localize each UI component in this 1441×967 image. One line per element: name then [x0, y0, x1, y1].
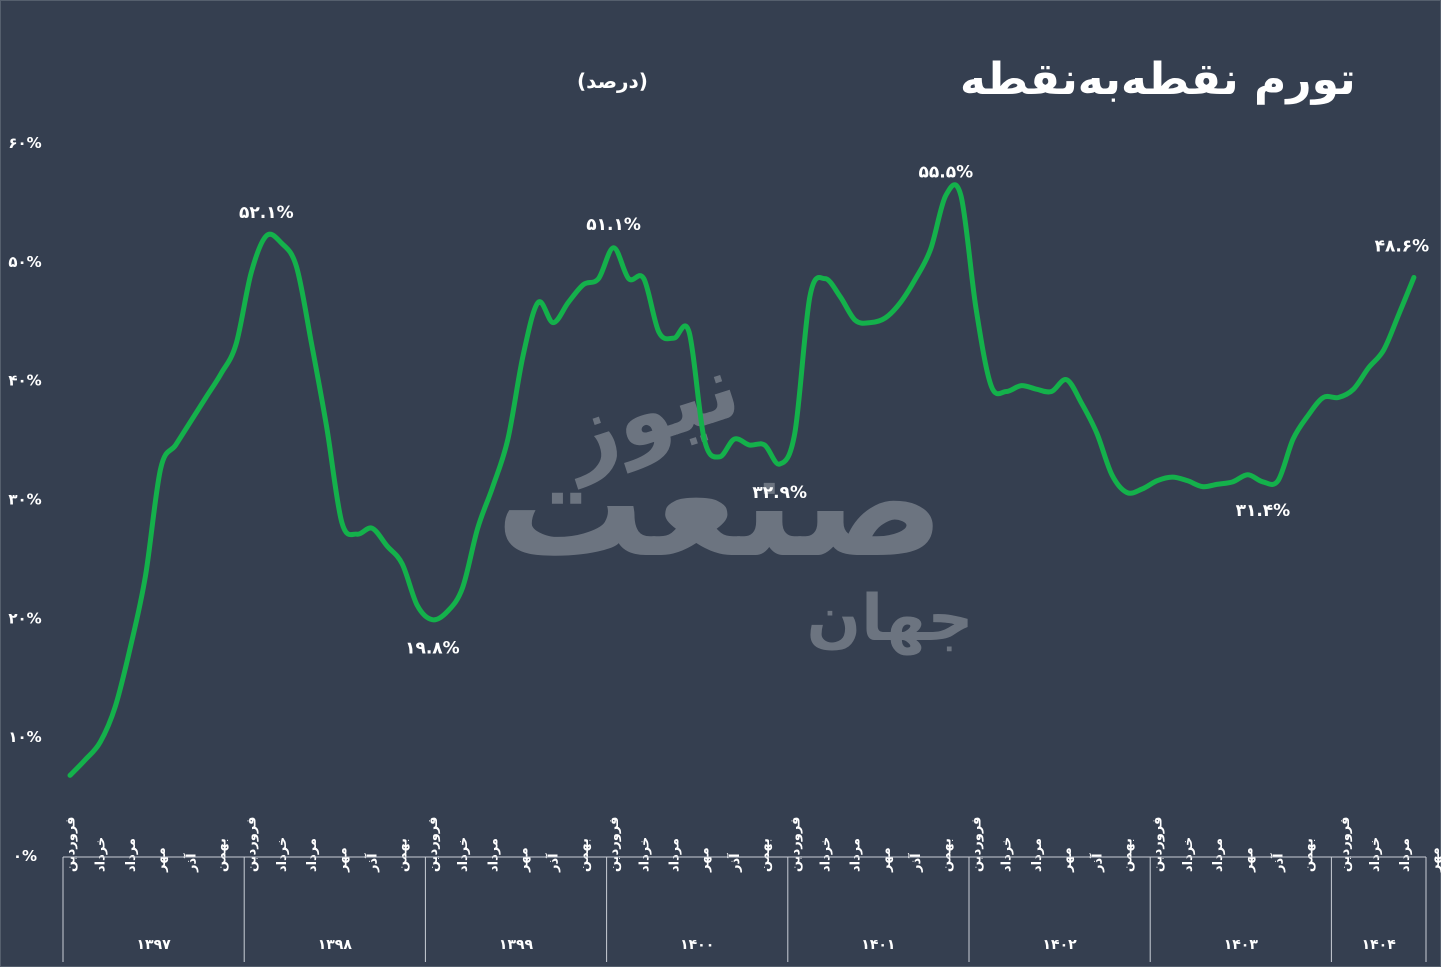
x-month-label: آذر [545, 853, 562, 873]
data-label: ۵۲.۱% [239, 203, 294, 223]
chart-title: تورم نقطه‌به‌نقطه [960, 54, 1356, 105]
x-month-label: بهمن [577, 838, 592, 872]
data-label: ۱۹.۸% [405, 639, 460, 659]
x-month-label: مرداد [124, 838, 139, 872]
x-month-label: مهر [1428, 847, 1441, 873]
x-month-label: خرداد [1000, 837, 1015, 872]
x-month-label: بهمن [939, 838, 954, 872]
x-month-label: مرداد [1398, 838, 1413, 872]
x-month-label: بهمن [1302, 838, 1317, 872]
x-year-label: ۱۴۰۴ [1362, 937, 1397, 953]
x-year-label: ۱۴۰۰ [680, 937, 714, 953]
x-month-label: آذر [1088, 853, 1105, 873]
x-year-label: ۱۴۰۳ [1224, 937, 1259, 953]
y-tick-label: ۲۰% [8, 609, 41, 627]
x-month-label: مهر [698, 847, 713, 873]
x-year-label: ۱۳۹۹ [499, 937, 534, 953]
x-month-label: خرداد [456, 837, 471, 872]
data-label: ۳۲.۹% [752, 483, 807, 503]
x-month-label: آذر [907, 853, 924, 873]
series-line [67, 182, 1417, 778]
x-month-label: مهر [154, 847, 169, 873]
chart-subtitle: (درصد) [577, 69, 648, 93]
x-month-label: خرداد [1368, 837, 1383, 872]
x-month-label: مرداد [486, 838, 501, 872]
x-month-label: فروردین [788, 817, 803, 872]
y-axis: ۰% ۱۰% ۲۰% ۳۰% ۴۰% ۵۰% ۶۰% [8, 134, 41, 865]
x-month-label: فروردین [607, 817, 622, 872]
x-month-label: مرداد [1211, 838, 1226, 872]
x-month-label: خرداد [275, 837, 290, 872]
x-year-label: ۱۳۹۸ [318, 937, 353, 953]
x-year-label: ۱۴۰۲ [1043, 937, 1078, 953]
data-label: ۴۸.۶% [1375, 236, 1430, 256]
x-year-label: ۱۴۰۱ [861, 937, 895, 953]
x-month-label: فروردین [970, 817, 985, 872]
x-month-label: مهر [1060, 847, 1075, 873]
watermark-word-2: صنعت [495, 417, 945, 591]
x-month-label: خرداد [1181, 837, 1196, 872]
x-month-label: مرداد [1030, 838, 1045, 872]
x-month-label: بهمن [758, 838, 773, 872]
x-month-label: خرداد [819, 837, 834, 872]
data-label: ۵۱.۱% [586, 215, 641, 235]
x-month-label: آذر [1270, 853, 1287, 873]
x-axis: فروردین خرداد مرداد مهر آذر بهمن ۱۳۹۷ فروردین خر… [62, 817, 1441, 962]
x-month-label: آذر [364, 853, 381, 873]
y-tick-label: ۴۰% [8, 372, 41, 390]
x-month-label: خرداد [637, 837, 652, 872]
x-month-label: فروردین [426, 817, 441, 872]
x-month-label: بهمن [1121, 838, 1136, 872]
x-month-label: مهر [517, 847, 532, 873]
x-month-label: آذر [726, 853, 743, 873]
series-group [67, 182, 1417, 778]
x-month-label: بهمن [396, 838, 411, 872]
data-label: ۳۱.۴% [1236, 501, 1291, 521]
x-month-label: فروردین [245, 817, 260, 872]
y-tick-label: ۶۰% [8, 134, 41, 152]
x-year-label: ۱۳۹۷ [137, 937, 172, 953]
x-month-label: بهمن [215, 838, 230, 872]
y-tick-label: ۰% [13, 847, 37, 865]
x-month-label: آذر [182, 853, 199, 873]
y-tick-label: ۳۰% [8, 491, 41, 509]
data-label: ۵۵.۵% [918, 162, 973, 182]
x-month-label: مرداد [305, 838, 320, 872]
x-month-label: مرداد [849, 838, 864, 872]
y-tick-label: ۵۰% [8, 253, 41, 271]
data-labels: ۵۲.۱% ۱۹.۸% ۵۱.۱% ۳۲.۹% ۵۵.۵% ۳۱.۴% ۴۸.۶% [239, 162, 1429, 658]
watermark-word-3: جهان [806, 582, 973, 656]
x-month-label: مهر [335, 847, 350, 873]
x-month-label: فروردین [1151, 817, 1166, 872]
x-month-label: مهر [879, 847, 894, 873]
x-month-label: فروردین [1338, 817, 1353, 872]
y-tick-label: ۱۰% [8, 728, 41, 746]
x-month-label: مرداد [668, 838, 683, 872]
x-month-label: فروردین [64, 817, 79, 872]
x-month-label: خرداد [94, 837, 109, 872]
x-month-label: مهر [1241, 847, 1256, 873]
